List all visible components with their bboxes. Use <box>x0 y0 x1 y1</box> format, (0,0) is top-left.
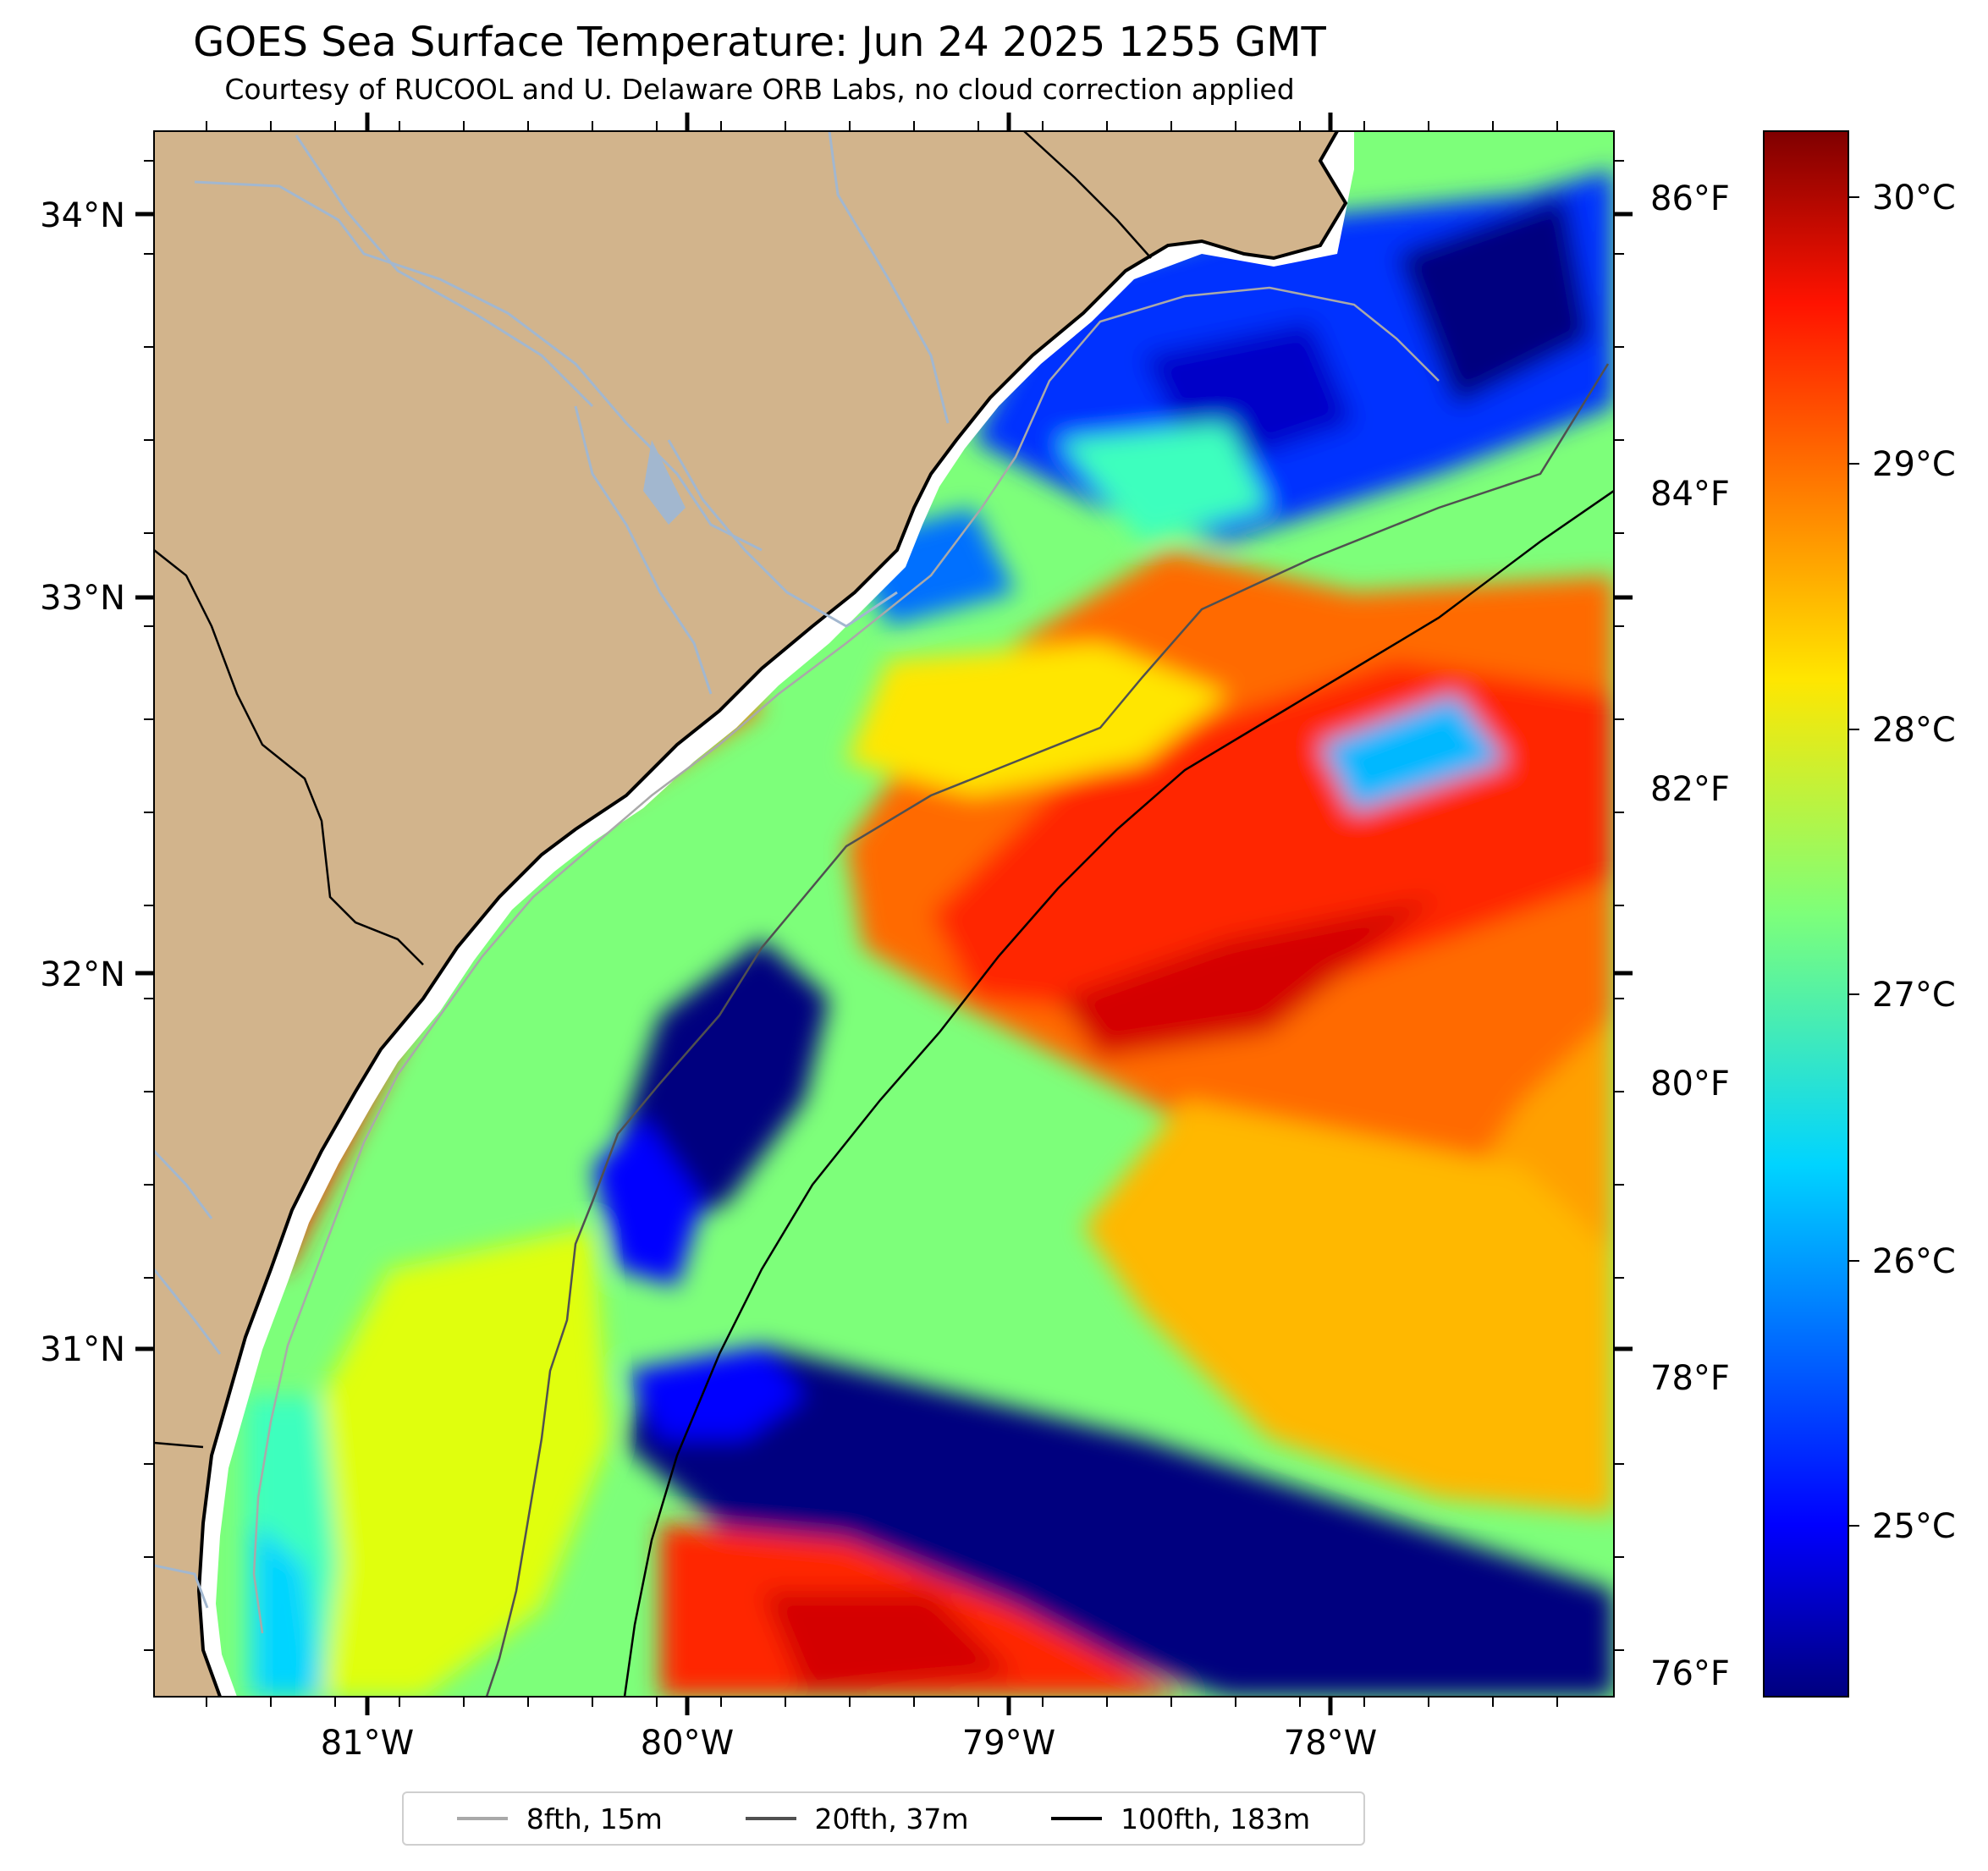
lat-label-33n: 33°N <box>40 579 125 618</box>
land <box>154 131 1346 1697</box>
f-label-78: 78°F <box>1650 1359 1730 1398</box>
c-label-30: 30°C <box>1872 179 1956 217</box>
map-frame <box>153 130 1615 1698</box>
c-label-26: 26°C <box>1872 1242 1956 1281</box>
lon-label-78w: 78°W <box>1284 1724 1377 1763</box>
c-label-25: 25°C <box>1872 1507 1956 1546</box>
sst-field <box>245 169 1614 1697</box>
f-label-80: 80°F <box>1650 1065 1730 1103</box>
lon-label-81w: 81°W <box>321 1724 414 1763</box>
f-label-84: 84°F <box>1650 475 1730 514</box>
lat-label-31n: 31°N <box>40 1330 125 1369</box>
lat-label-34n: 34°N <box>40 196 125 235</box>
rivers <box>154 131 950 1609</box>
legend-swatch-20fth <box>745 1817 796 1820</box>
map-title: GOES Sea Surface Temperature: Jun 24 202… <box>193 19 1326 66</box>
coastline <box>196 131 1348 1697</box>
lat-label-32n: 32°N <box>40 955 125 994</box>
lon-label-79w: 79°W <box>962 1724 1055 1763</box>
lon-label-80w: 80°W <box>641 1724 734 1763</box>
celsius-labels: 30°C 29°C 28°C 27°C 26°C 25°C <box>1872 179 1956 1546</box>
legend-item-8fth: 8fth, 15m <box>456 1802 663 1835</box>
c-label-27: 27°C <box>1872 976 1956 1015</box>
colorbar <box>1763 130 1849 1698</box>
fahrenheit-labels: 86°F 84°F 82°F 80°F 78°F 76°F <box>1650 179 1730 1693</box>
lat-labels: 34°N 33°N 32°N 31°N <box>40 196 125 1369</box>
isobath-legend: 8fth, 15m 20fth, 37m 100fth, 183m <box>402 1791 1365 1846</box>
legend-label-20fth: 20fth, 37m <box>814 1802 969 1835</box>
f-label-82: 82°F <box>1650 770 1730 809</box>
map-area <box>154 131 1614 1697</box>
isobath-20fth <box>485 363 1610 1697</box>
c-label-29: 29°C <box>1872 445 1956 484</box>
lon-labels: 81°W 80°W 79°W 78°W <box>321 1724 1377 1763</box>
isobath-100fth <box>623 489 1614 1697</box>
f-label-86: 86°F <box>1650 179 1730 218</box>
colorbar-ticks <box>1848 196 1859 1527</box>
map-subtitle: Courtesy of RUCOOL and U. Delaware ORB L… <box>224 73 1295 106</box>
legend-item-100fth: 100fth, 183m <box>1051 1802 1310 1835</box>
legend-label-100fth: 100fth, 183m <box>1121 1802 1311 1835</box>
state-borders <box>154 131 1152 1449</box>
legend-item-20fth: 20fth, 37m <box>745 1802 969 1835</box>
map-ticks <box>135 113 1633 1715</box>
legend-swatch-100fth <box>1051 1817 1103 1820</box>
c-label-28: 28°C <box>1872 711 1956 750</box>
isobath-8fth <box>252 286 1440 1634</box>
f-label-76: 76°F <box>1650 1654 1730 1693</box>
legend-label-8fth: 8fth, 15m <box>526 1802 663 1835</box>
legend-swatch-8fth <box>456 1817 508 1820</box>
